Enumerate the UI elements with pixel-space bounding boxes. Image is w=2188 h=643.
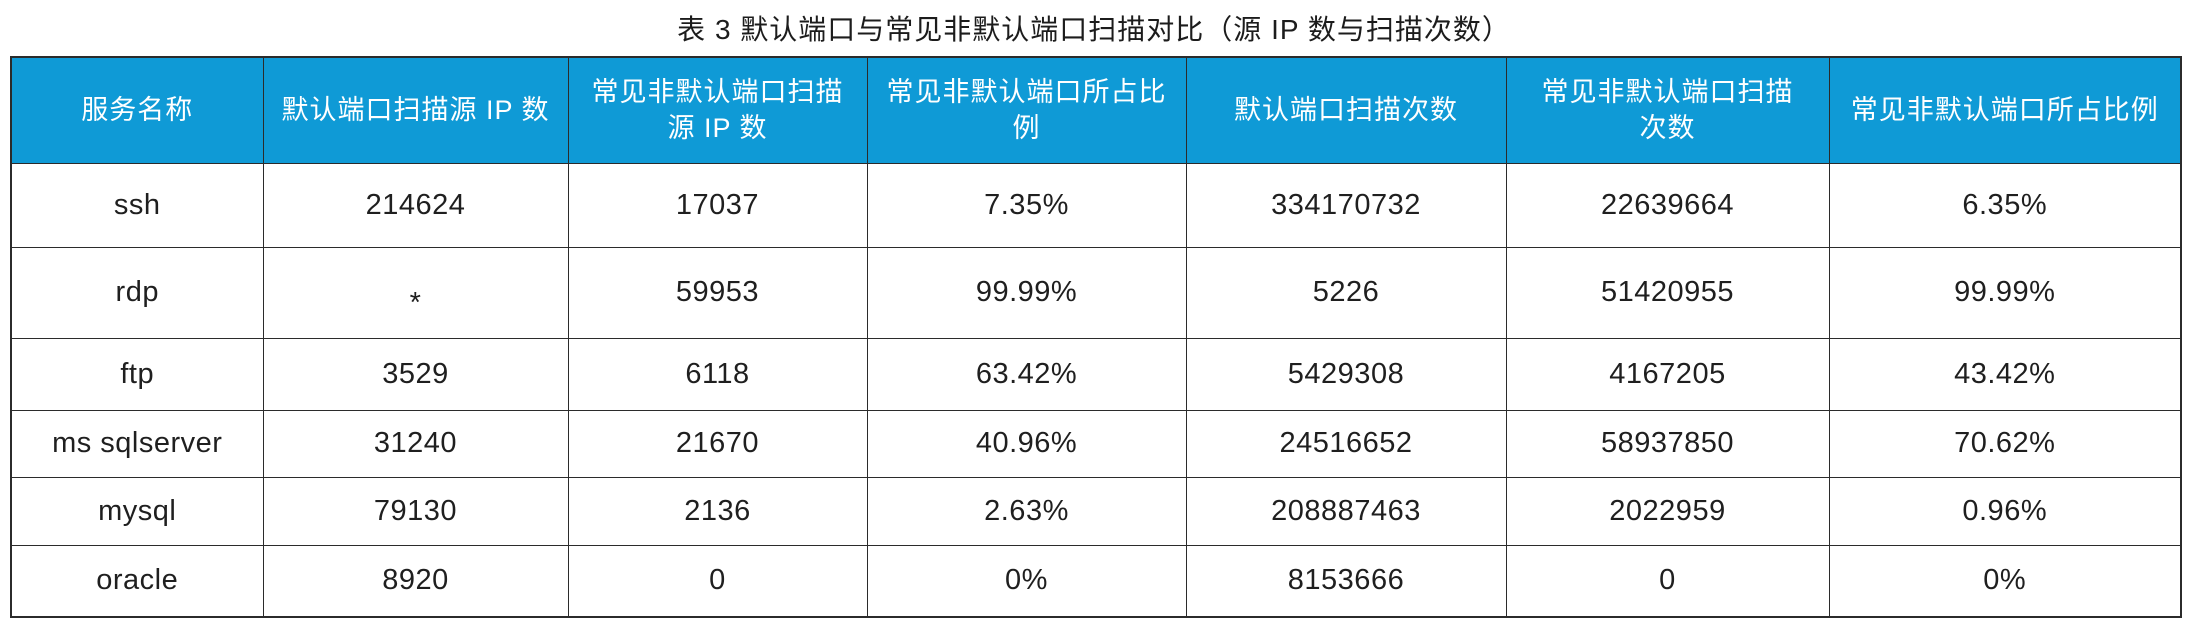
table-row-mysql: mysql 79130 2136 2.63% 208887463 2022959… — [10, 476, 2182, 546]
table-cell: 2.63% — [866, 476, 1187, 546]
table-cell: 0 — [567, 544, 868, 618]
table-cell: 24516652 — [1185, 409, 1507, 478]
service-name-cell: oracle — [10, 544, 264, 618]
header-nondefault-port-src-ip: 常见非默认端口扫描 源 IP 数 — [567, 56, 868, 164]
table-cell: 0.96% — [1828, 476, 2182, 546]
table-cell: 99.99% — [1828, 246, 2182, 339]
table-cell-asterisk: * — [262, 246, 569, 339]
service-name-cell: ms sqlserver — [10, 409, 264, 478]
table-body: ssh 214624 17037 7.35% 334170732 2263966… — [10, 162, 2182, 618]
table-cell: 31240 — [262, 409, 569, 478]
table-cell: 5226 — [1185, 246, 1507, 339]
table-header: 服务名称 默认端口扫描源 IP 数 常见非默认端口扫描 源 IP 数 常见非默认… — [10, 56, 2182, 164]
header-default-port-src-ip: 默认端口扫描源 IP 数 — [262, 56, 569, 164]
table-cell: 6118 — [567, 337, 868, 411]
table-cell: 22639664 — [1505, 162, 1830, 248]
table-row-ftp: ftp 3529 6118 63.42% 5429308 4167205 43.… — [10, 337, 2182, 411]
table-cell: 214624 — [262, 162, 569, 248]
table-cell: 8153666 — [1185, 544, 1507, 618]
table-cell: 0% — [1828, 544, 2182, 618]
table-row-ssh: ssh 214624 17037 7.35% 334170732 2263966… — [10, 162, 2182, 248]
table-cell: 0% — [866, 544, 1187, 618]
table-row-ms-sqlserver: ms sqlserver 31240 21670 40.96% 24516652… — [10, 409, 2182, 478]
table-cell: 58937850 — [1505, 409, 1830, 478]
table-cell: 70.62% — [1828, 409, 2182, 478]
table-row-rdp: rdp * 59953 99.99% 5226 51420955 99.99% — [10, 246, 2182, 339]
table-cell: 2136 — [567, 476, 868, 546]
table-cell: 43.42% — [1828, 337, 2182, 411]
table-cell: 59953 — [567, 246, 868, 339]
table-cell: 63.42% — [866, 337, 1187, 411]
table-cell: 79130 — [262, 476, 569, 546]
table-cell: 334170732 — [1185, 162, 1507, 248]
table-cell: 6.35% — [1828, 162, 2182, 248]
service-name-cell: mysql — [10, 476, 264, 546]
header-nondefault-ip-ratio: 常见非默认端口所占比 例 — [866, 56, 1187, 164]
table-cell: 0 — [1505, 544, 1830, 618]
table-cell: 3529 — [262, 337, 569, 411]
header-nondefault-count-ratio: 常见非默认端口所占比例 — [1828, 56, 2182, 164]
header-service-name: 服务名称 — [10, 56, 264, 164]
table-cell: 2022959 — [1505, 476, 1830, 546]
table-cell: 21670 — [567, 409, 868, 478]
table-cell: 8920 — [262, 544, 569, 618]
header-nondefault-port-scan-count: 常见非默认端口扫描 次数 — [1505, 56, 1830, 164]
table-cell: 40.96% — [866, 409, 1187, 478]
table-cell: 208887463 — [1185, 476, 1507, 546]
table-row-oracle: oracle 8920 0 0% 8153666 0 0% — [10, 544, 2182, 618]
header-default-port-scan-count: 默认端口扫描次数 — [1185, 56, 1507, 164]
table-cell: 17037 — [567, 162, 868, 248]
service-name-cell: rdp — [10, 246, 264, 339]
service-name-cell: ssh — [10, 162, 264, 248]
table-title: 表 3 默认端口与常见非默认端口扫描对比（源 IP 数与扫描次数） — [677, 14, 1511, 45]
table-cell: 4167205 — [1505, 337, 1830, 411]
table-cell: 99.99% — [866, 246, 1187, 339]
table-cell: 51420955 — [1505, 246, 1830, 339]
table-cell: 7.35% — [866, 162, 1187, 248]
port-scan-comparison-table: 服务名称 默认端口扫描源 IP 数 常见非默认端口扫描 源 IP 数 常见非默认… — [10, 56, 2182, 618]
table-cell: 5429308 — [1185, 337, 1507, 411]
header-row: 服务名称 默认端口扫描源 IP 数 常见非默认端口扫描 源 IP 数 常见非默认… — [10, 56, 2182, 164]
service-name-cell: ftp — [10, 337, 264, 411]
